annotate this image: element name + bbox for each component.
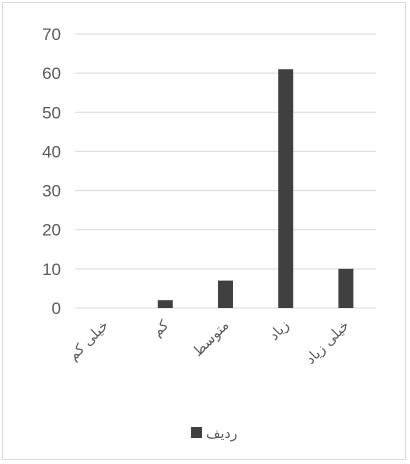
y-tick-label: 40 — [42, 142, 61, 161]
y-axis-ticks: 0 10 20 30 40 50 60 70 — [42, 25, 61, 318]
y-tick-label: 50 — [42, 103, 61, 122]
bar — [218, 280, 233, 308]
gridlines — [75, 33, 376, 309]
x-category-label: خیلی زیاد — [303, 318, 353, 368]
y-tick-label: 60 — [42, 64, 61, 83]
legend-swatch — [191, 427, 202, 438]
x-category-label: خیلی کم — [66, 318, 112, 364]
legend: ردیف — [191, 426, 237, 442]
y-tick-label: 0 — [52, 299, 61, 318]
chart-frame — [2, 2, 406, 460]
legend-label: ردیف — [206, 426, 237, 442]
x-category-label: متوسط — [190, 318, 232, 360]
y-tick-label: 30 — [42, 182, 61, 201]
x-axis-categories: خیلی کم کم متوسط زیاد خیلی زیاد — [66, 317, 353, 367]
y-tick-label: 20 — [42, 221, 61, 240]
bar — [338, 268, 354, 308]
bar — [157, 300, 173, 308]
x-category-label: زیاد — [266, 318, 292, 344]
x-category-label: کم — [150, 317, 173, 340]
bar — [278, 69, 294, 308]
y-tick-label: 70 — [42, 25, 61, 44]
bars — [157, 69, 354, 308]
y-tick-label: 10 — [42, 260, 61, 279]
